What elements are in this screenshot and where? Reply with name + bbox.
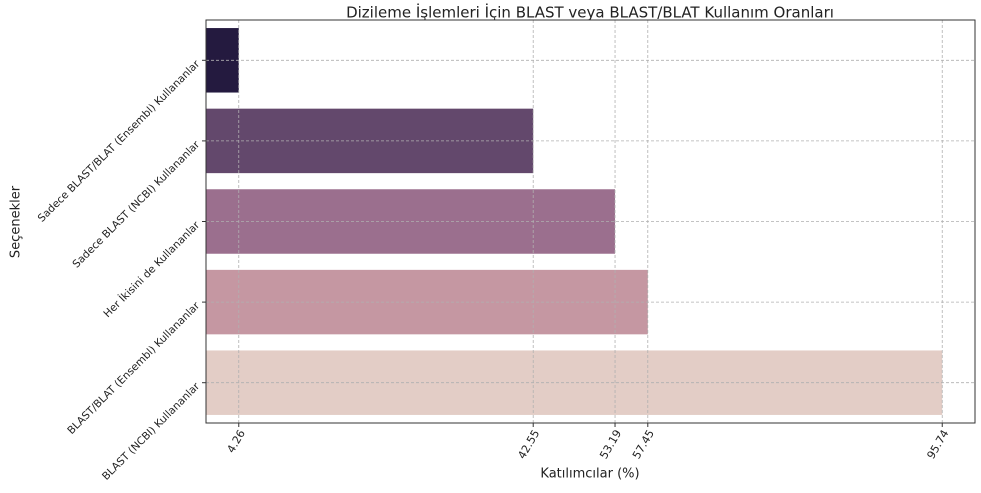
plot-frame [205, 19, 976, 424]
x-tick-label: 42.55 [515, 428, 542, 462]
y-tick-label: BLAST (NCBI) Kullananlar [100, 380, 203, 483]
bar [206, 108, 534, 174]
x-tick-label: 95.74 [924, 428, 951, 462]
y-tick-label: Sadece BLAST (NCBI) Kullananlar [70, 138, 202, 270]
x-tick-label: 4.26 [224, 428, 248, 456]
y-axis-label: Seçenekler [9, 185, 24, 258]
y-tick-label: Her İkisini de Kullananlar [101, 218, 203, 320]
x-tick-label: 57.45 [630, 428, 657, 462]
y-tick-label: Sadece BLAST/BLAT (Ensembl) Kullananlar [36, 58, 203, 225]
y-tick-label: BLAST/BLAT (Ensembl) Kullananlar [65, 299, 202, 436]
x-axis-label: Katılımcılar (%) [540, 467, 639, 482]
chart-title: Dizileme İşlemleri İçin BLAST veya BLAST… [346, 3, 834, 22]
x-tick-label: 53.19 [597, 428, 624, 462]
